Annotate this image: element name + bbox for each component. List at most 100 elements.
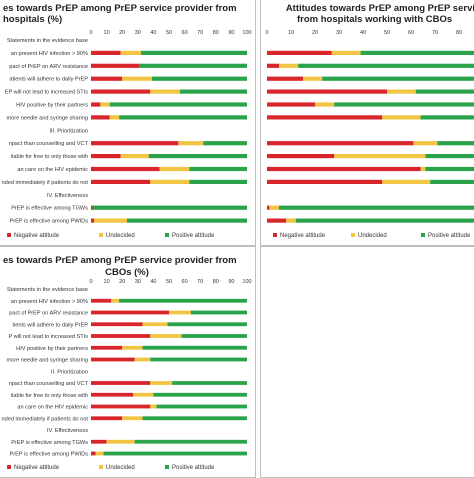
category-label: pact of PrEP on ARV resistance	[9, 311, 88, 317]
chart-panel-hospitals-with-cbos: Attitudes towards PrEP among PrEP servi …	[260, 0, 474, 246]
bar-segment-undecided	[169, 310, 191, 315]
x-tick-label: 60	[182, 279, 188, 285]
bar-segment-negative	[91, 218, 95, 223]
x-tick-label: 0	[89, 30, 92, 36]
category-label: HIV positive by their partners	[16, 103, 88, 109]
bar-segment-undecided	[134, 357, 151, 362]
x-tick-label: 80	[213, 30, 219, 36]
bar-segment-negative	[267, 154, 335, 159]
chart-hospitals-cbos-svg: 0 10 20 30 40 50 60 70 80 Negative attitude Undeci…	[265, 30, 474, 239]
bar-segment-undecided	[94, 218, 127, 223]
bar-segment-negative	[91, 141, 179, 146]
x-tick-label: 80	[456, 30, 462, 36]
x-tick-label: 90	[228, 279, 234, 285]
category-label: PrEP is effective among TGWs	[11, 206, 88, 212]
bar-segment-positive	[203, 141, 247, 146]
bar-segment-undecided	[150, 381, 173, 385]
category-label: ilable for free to only those with	[11, 393, 88, 399]
category-label: PrEP is effective among TGWs	[11, 440, 88, 446]
bar-segment-negative	[91, 334, 151, 338]
bar-segment-undecided	[150, 179, 190, 184]
bar-segment-positive	[172, 381, 247, 385]
bar-segment-undecided	[122, 76, 152, 81]
bar-segment-undecided	[303, 76, 323, 81]
bar-segment-negative	[267, 89, 387, 94]
category-label: P will not lead to increased STIs	[9, 334, 89, 340]
bar-segment-undecided	[150, 334, 182, 338]
bar-segment-negative	[91, 404, 151, 409]
chart-title-line-1: es towards PrEP among PrEP service provi…	[3, 3, 237, 14]
x-tick-label: 90	[228, 30, 234, 36]
category-label: an prevent HIV infection > 90%	[11, 299, 88, 305]
x-tick-label: 20	[119, 30, 125, 36]
bar-segment-positive	[139, 63, 247, 68]
bar-segment-positive	[279, 205, 474, 210]
bar-segment-undecided	[382, 179, 431, 184]
bar-segment-undecided	[122, 345, 143, 350]
category-label: EP will not lead to increased STIs	[5, 90, 88, 96]
bar-segment-positive	[334, 102, 474, 107]
bar-segment-undecided	[382, 115, 421, 120]
legend-swatch-positive	[421, 233, 425, 237]
legend-label-positive: Positive attitude	[172, 233, 215, 239]
legend-swatch-positive	[165, 233, 169, 237]
bar-segment-negative	[267, 102, 315, 107]
bar-segment-negative	[267, 205, 270, 210]
bar-segment-negative	[267, 76, 303, 81]
x-tick-label: 100	[242, 279, 251, 285]
legend-swatch-negative	[7, 233, 11, 237]
bar-segment-positive	[181, 334, 247, 338]
bar-segment-negative	[91, 102, 101, 107]
bar-segment-negative	[91, 392, 134, 397]
bar-segment-undecided	[159, 166, 190, 172]
bar-segment-negative	[91, 298, 112, 303]
section-label: Statements in the evidence base	[7, 287, 88, 293]
chart-title-line-2: hospitals (%)	[3, 14, 63, 25]
bar-segment-undecided	[142, 322, 168, 327]
bar-segment-negative	[267, 218, 287, 223]
bar-segment-positive	[153, 392, 247, 397]
legend-swatch-negative	[273, 233, 277, 237]
bar-segment-negative	[91, 50, 121, 55]
bar-segment-positive	[189, 166, 247, 172]
section-label: Statements in the evidence base	[7, 38, 88, 44]
bar-segment-negative	[91, 89, 151, 94]
chart-cbos-svg: 0 10 20 30 40 50 60 70 80 90 100 Statements in the …	[2, 279, 252, 471]
x-tick-label: 50	[384, 30, 390, 36]
chart-title-line-1: Attitudes towards PrEP among PrEP servi	[285, 3, 474, 14]
bar-segment-undecided	[111, 298, 120, 303]
category-label: an care on the HIV epidemic	[17, 167, 88, 173]
bar-segment-positive	[119, 115, 247, 120]
x-tick-label: 50	[166, 30, 172, 36]
bar-segment-negative	[267, 50, 332, 55]
bar-segment-undecided	[387, 89, 416, 94]
category-label: PrEP is effective among PWIDs	[10, 219, 89, 225]
bar-segment-positive	[425, 154, 474, 159]
legend-swatch-negative	[7, 465, 11, 469]
bar-segment-negative	[267, 179, 383, 184]
category-label: PrEP is effective among PWIDs	[10, 452, 89, 458]
bar-segment-positive	[415, 89, 474, 94]
bar-segment-negative	[91, 310, 169, 315]
bar-segment-positive	[420, 115, 474, 120]
bar-segment-negative	[91, 381, 151, 385]
bar-segment-positive	[142, 345, 247, 350]
bar-segment-positive	[189, 179, 247, 184]
x-tick-label: 60	[408, 30, 414, 36]
category-label: an care on the HIV epidemic	[17, 405, 88, 411]
bar-segment-undecided	[420, 166, 426, 172]
x-tick-label: 30	[135, 279, 141, 285]
chart-hospitals-svg: 0 10 20 30 40 50 60 70 80 90 100 Statements in the …	[2, 30, 252, 239]
bar-segment-positive	[126, 218, 247, 223]
bar-segment-undecided	[279, 63, 299, 68]
bar-segment-positive	[92, 205, 247, 210]
bar-segment-undecided	[95, 451, 104, 456]
x-tick-label: 20	[119, 279, 125, 285]
bar-segment-negative	[267, 141, 414, 146]
bar-segment-positive	[109, 102, 247, 107]
bar-segment-positive	[119, 298, 247, 303]
bar-segment-undecided	[315, 102, 335, 107]
bar-segment-negative	[267, 115, 383, 120]
x-tick-label: 30	[336, 30, 342, 36]
bar-segment-negative	[267, 63, 279, 68]
